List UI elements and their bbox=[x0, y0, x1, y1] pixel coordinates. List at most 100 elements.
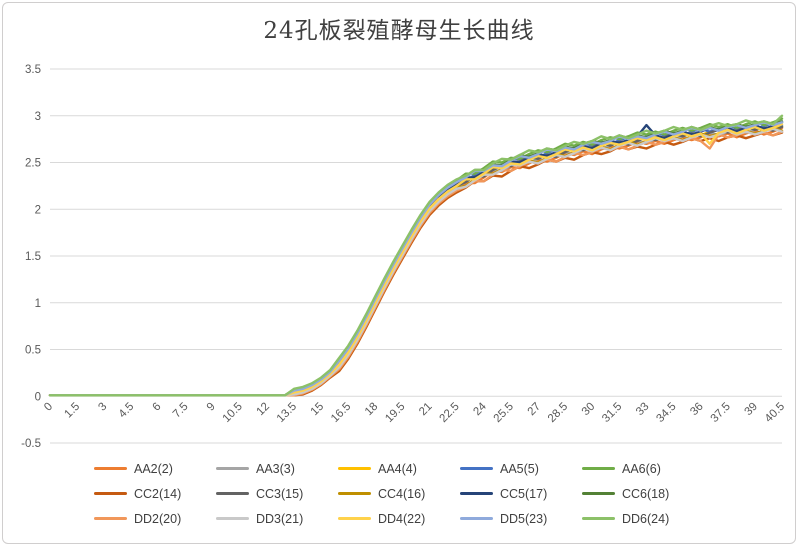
x-tick-label: 40.5 bbox=[763, 401, 787, 425]
series-line-AA2(2) bbox=[48, 126, 784, 397]
legend-line-swatch bbox=[216, 491, 249, 496]
x-tick-label: 9 bbox=[205, 401, 218, 414]
series-line-AA4(4) bbox=[48, 124, 784, 397]
x-tick-label: 28.5 bbox=[546, 401, 570, 425]
legend-label: DD6(24) bbox=[622, 511, 670, 526]
series-line-CC2(14) bbox=[48, 131, 784, 397]
legend-item-AA5(5): AA5(5) bbox=[460, 462, 582, 476]
y-tick-label: 1.5 bbox=[25, 251, 41, 263]
series-line-AA5(5) bbox=[48, 121, 784, 397]
y-tick-label: -0.5 bbox=[21, 438, 41, 450]
series-line-DD6(24) bbox=[48, 114, 784, 397]
legend-label: DD2(20) bbox=[134, 511, 182, 526]
legend-item-DD6(24): DD6(24) bbox=[582, 512, 704, 526]
legend-line-swatch bbox=[582, 491, 615, 496]
x-tick-label: 25.5 bbox=[492, 401, 516, 425]
legend-line-swatch bbox=[460, 466, 493, 471]
x-tick-label: 36 bbox=[688, 401, 706, 419]
legend-label: AA6(6) bbox=[622, 461, 661, 476]
x-tick-label: 6 bbox=[151, 401, 164, 414]
x-tick-label: 21 bbox=[417, 401, 435, 419]
legend-label: AA4(4) bbox=[378, 461, 417, 476]
x-tick-label: 13.5 bbox=[275, 401, 299, 425]
chart-canvas: 24孔板裂殖酵母生长曲线 3.5 3 2.5 2 1.5 1 0.5 0 -0.5 0 1.5 3 4.… bbox=[2, 2, 796, 544]
legend-label: DD5(23) bbox=[500, 511, 548, 526]
legend-label: CC2(14) bbox=[134, 486, 182, 501]
series-line-CC3(15) bbox=[48, 125, 784, 397]
series-line-DD3(21) bbox=[48, 127, 784, 397]
series-line-AA6(6) bbox=[48, 117, 784, 397]
legend-line-swatch bbox=[338, 491, 371, 496]
legend-item-CC6(18): CC6(18) bbox=[582, 487, 704, 501]
legend-label: CC6(18) bbox=[622, 486, 670, 501]
y-tick-label: 0 bbox=[35, 391, 41, 403]
legend-line-swatch bbox=[94, 516, 127, 521]
legend-item-CC3(15): CC3(15) bbox=[216, 487, 338, 501]
legend-item-CC4(16): CC4(16) bbox=[338, 487, 460, 501]
legend-line-swatch bbox=[582, 466, 615, 471]
legend-row: CC2(14) CC3(15) CC4(16) CC5(17) CC6(18) bbox=[94, 481, 704, 506]
legend-line-swatch bbox=[216, 466, 249, 471]
legend-label: DD4(22) bbox=[378, 511, 426, 526]
legend-line-swatch bbox=[460, 491, 493, 496]
x-tick-label: 22.5 bbox=[437, 401, 461, 425]
legend-line-swatch bbox=[338, 466, 371, 471]
series-line-DD2(20) bbox=[48, 130, 784, 397]
x-tick-label: 7.5 bbox=[171, 401, 191, 421]
legend-item-DD2(20): DD2(20) bbox=[94, 512, 216, 526]
legend-line-swatch bbox=[216, 516, 249, 521]
series-line-CC5(17) bbox=[48, 121, 784, 397]
series-line-AA3(3) bbox=[48, 125, 784, 397]
legend-label: CC3(15) bbox=[256, 486, 304, 501]
x-tick-label: 27 bbox=[526, 401, 544, 419]
x-tick-label: 34.5 bbox=[654, 401, 678, 425]
legend-label: CC4(16) bbox=[378, 486, 426, 501]
x-tick-label: 31.5 bbox=[600, 401, 624, 425]
x-tick-label: 37.5 bbox=[709, 401, 733, 425]
legend-line-swatch bbox=[582, 516, 615, 521]
x-tick-label: 24 bbox=[471, 400, 489, 418]
x-tick-label: 15 bbox=[309, 401, 327, 419]
y-tick-label: 2 bbox=[35, 204, 41, 216]
legend-row: AA2(2) AA3(3) AA4(4) AA5(5) AA6(6) bbox=[94, 456, 704, 481]
legend-line-swatch bbox=[338, 516, 371, 521]
series-line-DD4(22) bbox=[48, 122, 784, 397]
legend-line-swatch bbox=[94, 491, 127, 496]
legend-label: AA2(2) bbox=[134, 461, 173, 476]
legend-item-DD3(21): DD3(21) bbox=[216, 512, 338, 526]
y-tick-label: 3 bbox=[35, 111, 41, 123]
x-tick-label: 10.5 bbox=[221, 401, 245, 425]
chart-title: 24孔板裂殖酵母生长曲线 bbox=[263, 18, 535, 44]
series-line-CC4(16) bbox=[48, 126, 784, 397]
legend-item-AA6(6): AA6(6) bbox=[582, 462, 704, 476]
x-tick-label: 18 bbox=[363, 401, 381, 419]
legend-item-AA2(2): AA2(2) bbox=[94, 462, 216, 476]
y-tick-label: 3.5 bbox=[25, 64, 41, 76]
legend-item-DD4(22): DD4(22) bbox=[338, 512, 460, 526]
x-tick-label: 30 bbox=[580, 401, 598, 419]
y-tick-label: 2.5 bbox=[25, 158, 41, 170]
x-tick-label: 39 bbox=[742, 401, 760, 419]
legend-label: AA3(3) bbox=[256, 461, 295, 476]
y-tick-label: 0.5 bbox=[25, 345, 41, 357]
legend-label: DD3(21) bbox=[256, 511, 304, 526]
x-tick-label: 12 bbox=[254, 401, 272, 419]
series-line-DD5(23) bbox=[48, 121, 784, 397]
legend-item-CC5(17): CC5(17) bbox=[460, 487, 582, 501]
legend-item-DD5(23): DD5(23) bbox=[460, 512, 582, 526]
chart-legend: AA2(2) AA3(3) AA4(4) AA5(5) AA6(6) CC2(14) CC3… bbox=[3, 456, 795, 531]
x-tick-label: 0 bbox=[42, 401, 55, 414]
x-tick-label: 3 bbox=[96, 401, 109, 414]
legend-line-swatch bbox=[94, 466, 127, 471]
legend-line-swatch bbox=[460, 516, 493, 521]
legend-item-AA4(4): AA4(4) bbox=[338, 462, 460, 476]
x-tick-label: 19.5 bbox=[383, 401, 407, 425]
x-tick-label: 33 bbox=[634, 401, 652, 419]
legend-row: DD2(20) DD3(21) DD4(22) DD5(23) DD6(24) bbox=[94, 506, 704, 531]
legend-item-CC2(14): CC2(14) bbox=[94, 487, 216, 501]
y-tick-label: 1 bbox=[35, 298, 41, 310]
growth-curve-plot-area: 3.532.521.510.50-0.50 1.5 3 4.5 6 7.5 9 10.5 12 1… bbox=[21, 64, 787, 450]
legend-label: AA5(5) bbox=[500, 461, 539, 476]
legend-label: CC5(17) bbox=[500, 486, 548, 501]
x-tick-label: 16.5 bbox=[329, 401, 353, 425]
